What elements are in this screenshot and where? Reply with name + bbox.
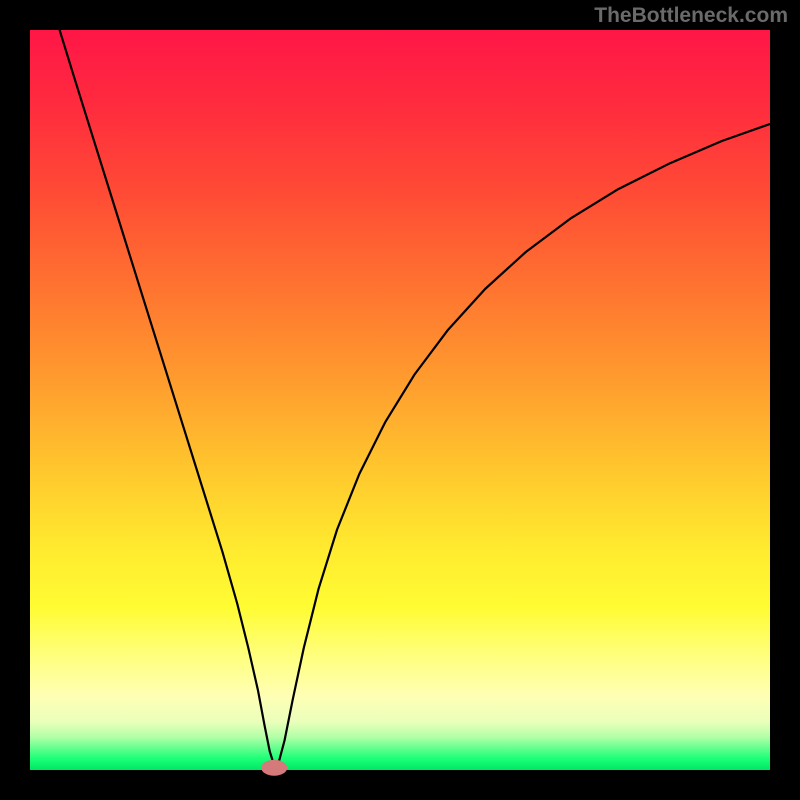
chart-svg (0, 0, 800, 800)
watermark-text: TheBottleneck.com (594, 4, 788, 28)
bottleneck-chart: TheBottleneck.com (0, 0, 800, 800)
